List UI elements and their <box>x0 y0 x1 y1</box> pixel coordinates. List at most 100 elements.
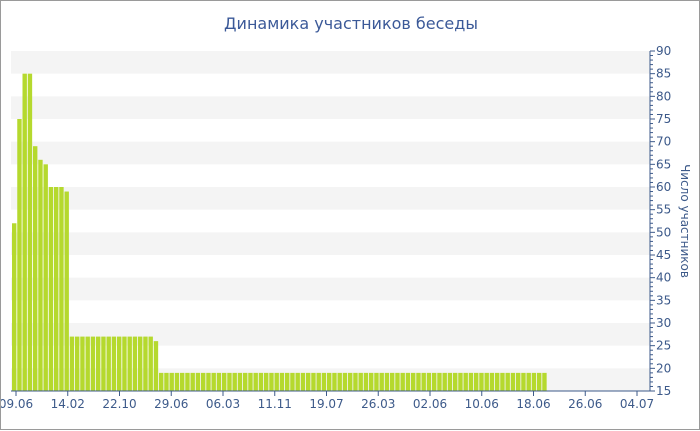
chart-title: Динамика участников беседы <box>224 14 478 33</box>
bar <box>33 146 38 391</box>
bar <box>195 372 201 391</box>
x-tick-label: 26.03 <box>361 397 395 411</box>
x-tick-label: 18.06 <box>516 397 550 411</box>
y-tick-label: 85 <box>656 67 671 81</box>
bar <box>122 336 127 391</box>
bar <box>69 336 75 391</box>
bar <box>274 372 279 391</box>
bar <box>437 372 442 391</box>
bar <box>64 191 69 391</box>
bar <box>521 372 526 391</box>
bar <box>348 372 353 391</box>
bar <box>479 372 484 391</box>
x-axis: 09.06 14.02 22.10 29.06 06.03 11.11 19.07 26.03… <box>1 390 654 411</box>
x-tick-label: 22.10 <box>102 397 136 411</box>
bar <box>526 372 531 391</box>
bar <box>463 372 468 391</box>
bar <box>117 336 122 391</box>
bar <box>285 372 290 391</box>
bar <box>80 336 85 391</box>
bar <box>390 372 395 391</box>
grid-band <box>11 141 650 165</box>
bar <box>59 187 64 391</box>
bar <box>227 372 232 391</box>
bar <box>164 372 169 391</box>
bar <box>169 372 174 391</box>
bar <box>300 372 306 391</box>
bar <box>321 372 327 391</box>
bar <box>363 372 369 391</box>
bar <box>432 372 437 391</box>
bar <box>426 372 432 391</box>
bar <box>358 372 363 391</box>
bar <box>237 372 243 391</box>
y-tick-label: 30 <box>656 316 671 330</box>
bar <box>369 372 374 391</box>
bar <box>143 336 148 391</box>
bar <box>311 372 316 391</box>
bar <box>537 372 542 391</box>
bar <box>290 372 295 391</box>
bar <box>421 372 426 391</box>
bar <box>531 372 537 391</box>
bar <box>353 372 358 391</box>
bar <box>153 341 159 391</box>
x-tick-label: 19.07 <box>309 397 343 411</box>
bars <box>12 73 547 392</box>
bar <box>458 372 463 391</box>
bar <box>138 336 143 391</box>
bar <box>232 372 237 391</box>
bar <box>405 372 411 391</box>
bar <box>379 372 384 391</box>
bar <box>510 372 516 391</box>
bar <box>201 372 206 391</box>
bar <box>132 336 138 391</box>
bar <box>75 336 80 391</box>
bar <box>148 336 153 391</box>
x-tick-label: 11.11 <box>258 397 292 411</box>
bar <box>96 336 101 391</box>
bar <box>211 372 216 391</box>
grid-band <box>11 232 650 255</box>
bar <box>500 372 505 391</box>
bar <box>12 223 17 391</box>
bar <box>516 372 521 391</box>
bar <box>159 372 164 391</box>
grid-band <box>11 277 650 301</box>
y-tick-label: 35 <box>656 293 671 307</box>
bar <box>243 372 248 391</box>
bar <box>174 372 180 391</box>
bar <box>253 372 258 391</box>
y-tick-label: 45 <box>656 248 671 262</box>
bar <box>542 372 547 391</box>
bar <box>27 73 33 392</box>
bar <box>447 372 453 391</box>
bar <box>216 372 222 391</box>
bar <box>495 372 500 391</box>
bar <box>395 372 400 391</box>
y-tick-label: 40 <box>656 271 671 285</box>
bar <box>468 372 474 391</box>
bar <box>474 372 479 391</box>
y-tick-label: 90 <box>656 44 671 58</box>
bar <box>269 372 274 391</box>
bar <box>411 372 416 391</box>
bar <box>43 164 48 391</box>
y-tick-label: 75 <box>656 112 671 126</box>
grid-band <box>11 187 650 210</box>
bar <box>22 73 27 392</box>
x-tick-label: 04.07 <box>620 397 654 411</box>
y-tick-label: 55 <box>656 203 671 217</box>
y-axis: 15 20 25 30 35 40 45 50 55 60 65 70 75 80 85 90 <box>649 44 671 398</box>
bar <box>337 372 342 391</box>
bar <box>54 187 59 391</box>
bar <box>206 372 211 391</box>
grid-bands <box>11 51 650 391</box>
bar <box>90 336 96 391</box>
grid-band <box>11 51 650 74</box>
bar <box>111 336 117 391</box>
bar <box>484 372 489 391</box>
bar <box>222 372 227 391</box>
